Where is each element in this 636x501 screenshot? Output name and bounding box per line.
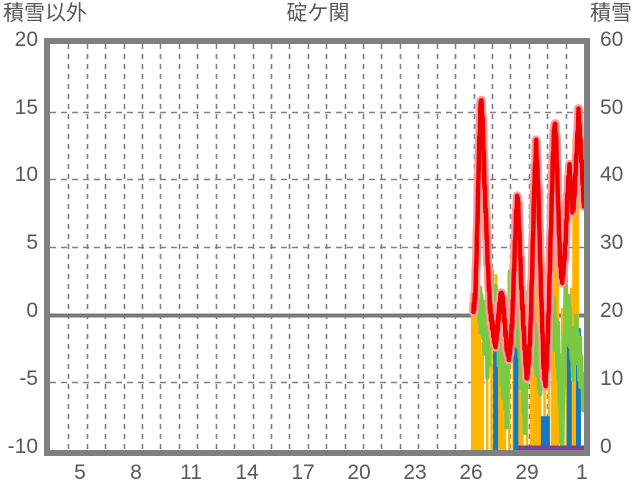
y-tick-right-10: 10 [600, 367, 624, 390]
x-tick-11: 11 [180, 461, 202, 484]
y-tick-right-0: 0 [600, 435, 612, 458]
y-tick-left-15: 15 [14, 96, 38, 119]
x-tick-23: 23 [403, 461, 427, 484]
page-title: 碇ケ関 [286, 2, 350, 25]
x-tick-20: 20 [347, 461, 371, 484]
left-axis-title: 積雪以外 [3, 2, 87, 25]
series-temperature-red [471, 98, 584, 389]
y-tick-right-30: 30 [600, 231, 624, 254]
right-axis-title: 積雪 [590, 2, 632, 25]
x-tick-14: 14 [235, 461, 259, 484]
x-tick-29: 29 [515, 461, 539, 484]
x-tick-5: 5 [74, 461, 86, 484]
y-tick-left-5: 5 [26, 231, 38, 254]
y-tick-left-10: 10 [14, 163, 38, 186]
chart-svg [50, 44, 584, 450]
x-tick-8: 8 [130, 461, 142, 484]
plot-series-layer [50, 44, 584, 450]
y-tick-left-neg10: -10 [7, 435, 38, 458]
y-tick-left-20: 20 [14, 28, 38, 51]
y-tick-right-60: 60 [600, 28, 624, 51]
x-tick-17: 17 [291, 461, 315, 484]
y-tick-left-neg5: -5 [19, 367, 38, 390]
y-tick-right-20: 20 [600, 299, 624, 322]
x-tick-26: 26 [459, 461, 483, 484]
y-tick-right-50: 50 [600, 96, 624, 119]
x-tick-1: 1 [576, 461, 588, 484]
y-tick-right-40: 40 [600, 163, 624, 186]
y-tick-left-0: 0 [26, 299, 38, 322]
